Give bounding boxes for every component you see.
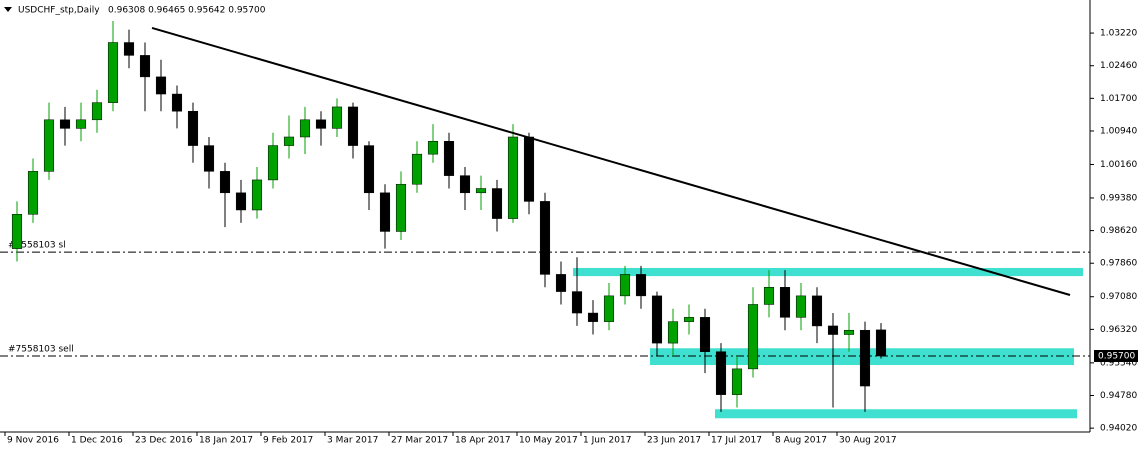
candle-body — [11, 214, 23, 249]
candle-body — [715, 351, 727, 395]
candle-body — [283, 136, 295, 146]
candle-body — [699, 317, 711, 352]
x-tick-label: 9 Nov 2016 — [7, 436, 59, 446]
candle-body — [875, 329, 887, 357]
x-tick-label: 23 Jun 2017 — [647, 436, 701, 446]
candle-body — [187, 110, 199, 146]
candle-body — [315, 119, 327, 129]
candle-body — [683, 317, 695, 322]
y-tick-label: 1.01700 — [1100, 94, 1137, 104]
candle-body — [811, 295, 823, 327]
candle-body — [555, 274, 567, 292]
candle-body — [843, 329, 855, 335]
candle-body — [443, 141, 455, 176]
candle-body — [347, 106, 359, 146]
candle-body — [91, 102, 103, 121]
x-tick-label: 3 Mar 2017 — [327, 436, 378, 446]
candle-body — [27, 171, 39, 215]
menu-arrow — [4, 7, 12, 12]
y-tick-label: 0.97860 — [1100, 259, 1137, 269]
y-tick-label: 0.98620 — [1100, 226, 1137, 236]
candle-body — [123, 42, 135, 56]
candle-body — [267, 145, 279, 181]
candle-body — [459, 175, 471, 194]
candle-body — [619, 274, 631, 297]
x-tick-label: 1 Dec 2016 — [71, 436, 123, 446]
candle-body — [859, 329, 871, 387]
candle-body — [747, 304, 759, 370]
candle-body — [363, 145, 375, 194]
candle-body — [43, 119, 55, 172]
candle-body — [379, 192, 391, 232]
y-tick-label: 1.00940 — [1100, 126, 1137, 136]
zone — [715, 409, 1077, 419]
candle-body — [795, 295, 807, 318]
symbol: USDCHF_stp,Daily — [18, 6, 100, 16]
candle-body — [331, 106, 343, 129]
order-label: #7558103 sell — [8, 344, 74, 354]
candle-body — [411, 153, 423, 185]
x-tick-label: 10 May 2017 — [519, 436, 578, 446]
candle-body — [59, 119, 71, 129]
candle-body — [75, 119, 87, 129]
x-tick-label: 18 Jan 2017 — [199, 436, 253, 446]
x-tick-label: 27 Mar 2017 — [391, 436, 448, 446]
candle-body — [587, 312, 599, 322]
x-tick-label: 30 Aug 2017 — [839, 436, 897, 446]
x-tick-label: 23 Dec 2016 — [135, 436, 193, 446]
candle-body — [491, 188, 503, 219]
y-tick-label: 0.96320 — [1100, 325, 1137, 335]
candle-body — [779, 287, 791, 318]
quote: 0.96308 0.96465 0.95642 0.95700 — [108, 6, 266, 16]
current-price-label: 0.95700 — [1098, 351, 1135, 361]
candle-body — [299, 119, 311, 138]
candle-body — [603, 295, 615, 322]
y-tick-label: 0.97080 — [1100, 292, 1137, 302]
candle-body — [203, 145, 215, 172]
candle-body — [475, 188, 487, 194]
candle-body — [667, 321, 679, 344]
y-tick-label: 1.00160 — [1100, 160, 1137, 170]
y-tick-label: 1.02460 — [1100, 61, 1137, 71]
candle-body — [523, 136, 535, 202]
current-price-box — [1094, 349, 1138, 362]
y-tick-label: 0.95540 — [1100, 358, 1137, 368]
x-tick-label: 17 Jul 2017 — [711, 436, 762, 446]
candle-body — [395, 183, 407, 232]
y-tick-label: 0.94020 — [1100, 424, 1137, 434]
candle-body — [155, 76, 167, 95]
x-tick-label: 9 Feb 2017 — [263, 436, 313, 446]
candle-body — [171, 93, 183, 112]
candle-body — [219, 171, 231, 194]
candle-body — [251, 179, 263, 211]
zone — [573, 267, 1083, 277]
x-tick-label: 8 Aug 2017 — [775, 436, 827, 446]
trend-line — [151, 26, 1071, 296]
candle-body — [427, 141, 439, 155]
x-tick-label: 18 Apr 2017 — [455, 436, 511, 446]
candle-body — [651, 295, 663, 344]
y-tick-label: 1.03220 — [1100, 29, 1137, 39]
candle-body — [731, 368, 743, 395]
candle-body — [107, 42, 119, 103]
y-tick-label: 0.99380 — [1100, 193, 1137, 203]
candle-body — [139, 55, 151, 78]
candle-body — [539, 201, 551, 275]
candle-body — [763, 287, 775, 305]
candle-body — [507, 136, 519, 219]
candle-body — [571, 291, 583, 314]
order-label: #7558103 sl — [8, 241, 66, 251]
candle-body — [235, 192, 247, 211]
candle-body — [635, 274, 647, 297]
y-tick-label: 0.94780 — [1100, 391, 1137, 401]
x-tick-label: 1 Jun 2017 — [583, 436, 631, 446]
candle-body — [827, 325, 839, 335]
